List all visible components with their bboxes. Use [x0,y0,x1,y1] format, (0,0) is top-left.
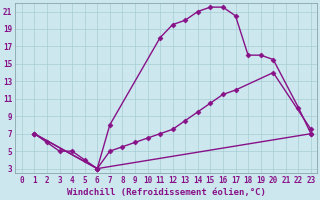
X-axis label: Windchill (Refroidissement éolien,°C): Windchill (Refroidissement éolien,°C) [67,188,266,197]
